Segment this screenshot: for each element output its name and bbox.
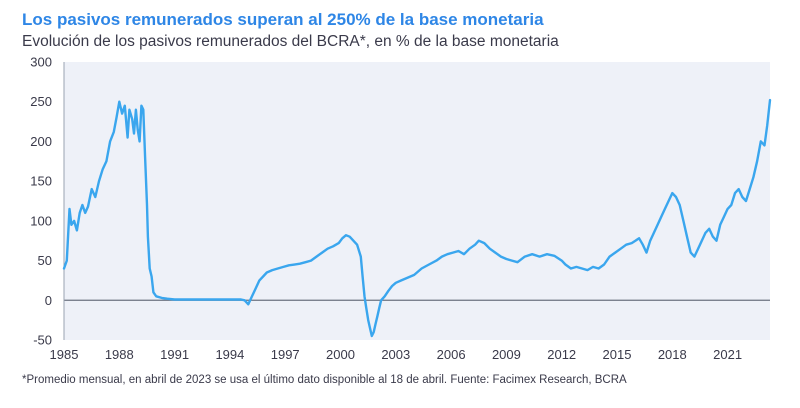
x-tick-label: 2003 [381, 347, 410, 362]
x-tick-label: 2018 [658, 347, 687, 362]
x-tick-label: 2012 [547, 347, 576, 362]
y-tick-label: 100 [30, 213, 52, 228]
y-tick-label: 0 [45, 293, 52, 308]
y-tick-label: 150 [30, 174, 52, 189]
x-tick-label: 2021 [713, 347, 742, 362]
x-tick-label: 1985 [50, 347, 79, 362]
footnote: *Promedio mensual, en abril de 2023 se u… [22, 374, 627, 386]
y-tick-label: 300 [30, 55, 52, 70]
chart-title: Los pasivos remunerados superan al 250% … [22, 10, 544, 29]
x-tick-label: 1988 [105, 347, 134, 362]
y-tick-label: -50 [33, 333, 52, 348]
x-tick-label: 1997 [271, 347, 300, 362]
x-tick-label: 1994 [215, 347, 244, 362]
chart-subtitle: Evolución de los pasivos remunerados del… [22, 33, 559, 50]
x-tick-label: 1991 [160, 347, 189, 362]
x-tick-label: 2000 [326, 347, 355, 362]
y-tick-label: 200 [30, 134, 52, 149]
x-tick-label: 2006 [437, 347, 466, 362]
y-tick-label: 250 [30, 94, 52, 109]
plot-area [64, 62, 770, 340]
series-line-0 [62, 98, 772, 338]
x-tick-label: 2015 [603, 347, 632, 362]
x-tick-label: 2009 [492, 347, 521, 362]
y-tick-label: 50 [38, 253, 52, 268]
